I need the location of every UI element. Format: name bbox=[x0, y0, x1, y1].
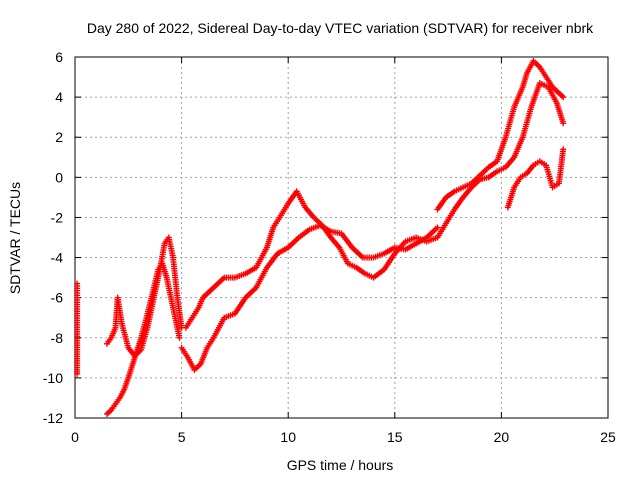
chart-title: Day 280 of 2022, Sidereal Day-to-day VTE… bbox=[87, 20, 594, 36]
y-tick-label: 6 bbox=[55, 49, 63, 65]
y-tick-labels: -12 -10 -8 -6 -4 -2 0 2 4 6 bbox=[43, 49, 63, 426]
x-tick-label: 10 bbox=[280, 429, 296, 445]
data-point-afternoon-high bbox=[560, 94, 567, 101]
y-tick-label: 2 bbox=[55, 129, 63, 145]
y-axis-label: SDTVAR / TECUs bbox=[7, 182, 23, 294]
y-tick-label: -8 bbox=[51, 330, 64, 346]
x-tick-label: 15 bbox=[387, 429, 403, 445]
y-tick-label: -6 bbox=[51, 290, 64, 306]
y-tick-label: -10 bbox=[43, 370, 63, 386]
axis-ticks bbox=[74, 56, 609, 419]
data-point-midday-low bbox=[434, 224, 441, 231]
data-point-early-isolated bbox=[74, 370, 81, 377]
x-tick-label: 0 bbox=[71, 429, 79, 445]
grid-lines bbox=[75, 57, 608, 418]
plot-frame bbox=[74, 56, 609, 419]
data-point-late-drop bbox=[560, 146, 567, 153]
y-tick-label: 0 bbox=[55, 169, 63, 185]
x-tick-label: 5 bbox=[178, 429, 186, 445]
y-tick-label: 4 bbox=[55, 89, 63, 105]
x-tick-label: 20 bbox=[494, 429, 510, 445]
y-tick-label: -12 bbox=[43, 410, 63, 426]
x-tick-label: 25 bbox=[600, 429, 616, 445]
x-tick-labels: 0 5 10 15 20 25 bbox=[71, 429, 616, 445]
data-points bbox=[74, 58, 567, 417]
y-tick-label: -2 bbox=[51, 209, 64, 225]
y-tick-label: -4 bbox=[51, 250, 64, 266]
data-point-morning-low bbox=[176, 334, 183, 341]
data-point-afternoon-low bbox=[560, 120, 567, 127]
x-axis-label: GPS time / hours bbox=[287, 457, 394, 473]
